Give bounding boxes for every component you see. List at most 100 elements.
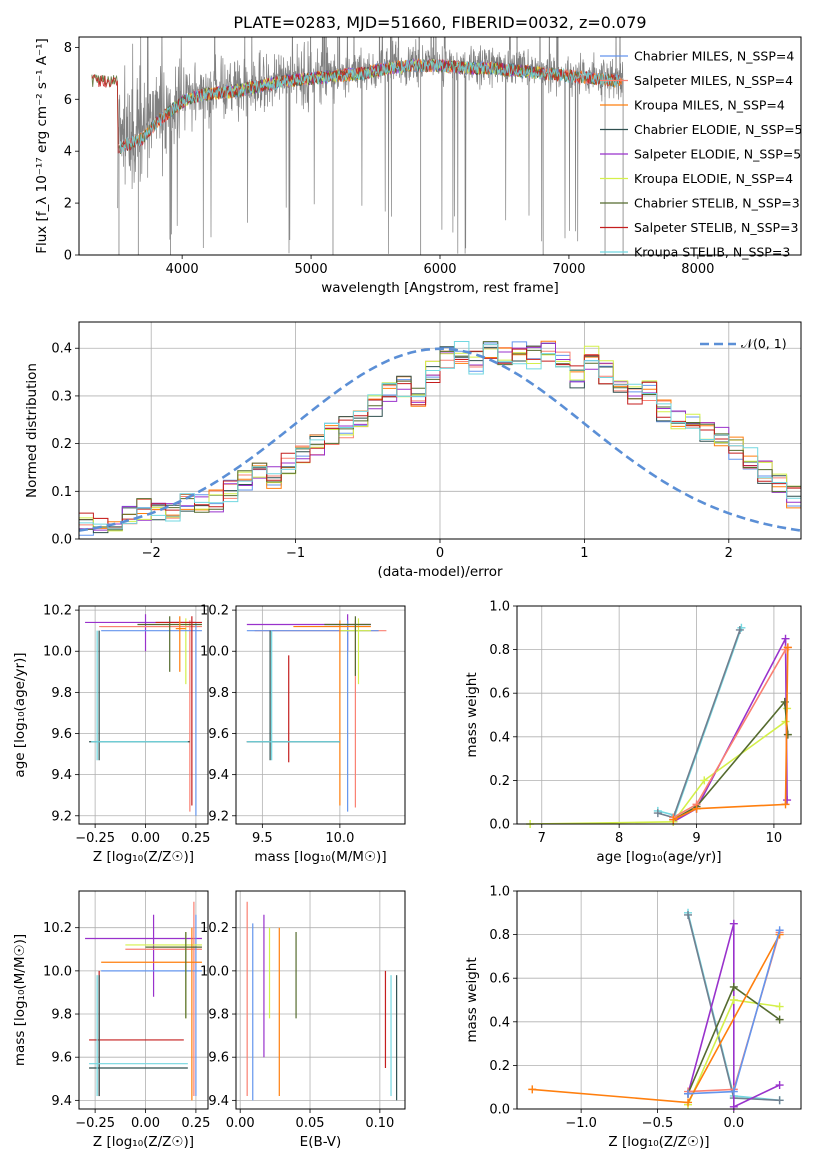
y-tick-label: 9.8: [51, 686, 72, 701]
mass-weight-line: [672, 638, 788, 823]
y-tick-label: 10.0: [200, 645, 229, 660]
observed-spectrum: [117, 37, 624, 254]
mass-weight-marker: [783, 730, 792, 739]
x-tick-label: 8000: [681, 262, 714, 277]
histogram-step: [79, 342, 801, 534]
axes-frame: [78, 605, 209, 825]
y-tick-label: 9.4: [208, 768, 229, 783]
spectrum-panel: 4000 5000 6000 7000 8000 0 2 4 6 8 wavelength [Ang…: [34, 36, 803, 296]
y-tick-label: 0.2: [489, 1059, 510, 1074]
legend-label: Chabrier STELIB, N_SSP=3: [634, 196, 800, 211]
y-tick-label: 6: [64, 93, 72, 108]
y-tick-label: 10.2: [200, 921, 229, 936]
y-tick-label: 2: [64, 197, 72, 212]
legend-label: Chabrier MILES, N_SSP=4: [634, 49, 794, 64]
mass-weight-marker: [781, 634, 790, 643]
x-tick-label: 1: [580, 546, 588, 561]
x-axis-label: age [log₁₀(age/yr)]: [596, 849, 721, 865]
x-tick-label: 10: [766, 831, 783, 846]
mass-weight-line: [672, 647, 789, 821]
x-tick-label: 4000: [166, 262, 199, 277]
y-tick-label: 9.6: [51, 727, 72, 742]
mass-weight-marker: [775, 1002, 784, 1011]
mass-weight-marker: [783, 796, 792, 805]
legend-label: Salpeter STELIB, N_SSP=3: [634, 220, 798, 235]
x-tick-label: 6000: [423, 262, 456, 277]
spectrum-legend: Chabrier MILES, N_SSP=4 Salpeter MILES, N…: [600, 49, 803, 260]
histogram-step: [79, 348, 801, 530]
y-tick-label: 1.0: [489, 600, 510, 615]
legend-label: Kroupa MILES, N_SSP=4: [634, 98, 785, 113]
mass-weight-marker: [775, 1081, 784, 1090]
y-tick-label: 0.2: [51, 437, 72, 452]
x-tick-label: 0.00: [226, 1116, 255, 1131]
massweight-vs-age-panel: 7 8 9 10 0.0 0.2 0.4 0.6 0.8 1.0 age [log₁₀(age/yr…: [464, 600, 802, 865]
x-tick-label: −0.25: [75, 1116, 115, 1131]
mass-vs-EBV-panel: 0.00 0.05 0.10 9.4 9.6 9.8 10.0 10.2 E(B-V): [200, 890, 406, 1150]
legend-label: 𝒩(0, 1): [741, 336, 787, 351]
x-tick-label: 0.00: [131, 1116, 160, 1131]
y-tick-label: 0.4: [51, 342, 72, 357]
mass-weight-marker: [775, 926, 784, 935]
y-axis-label: mass [log₁₀(M/M☉)]: [12, 934, 28, 1066]
x-axis-label: mass [log₁₀(M/M☉)]: [254, 849, 386, 865]
x-axis-label: Z [log₁₀(Z/Z☉)]: [93, 1134, 194, 1150]
y-tick-label: 9.4: [51, 1094, 72, 1109]
axes-frame: [235, 890, 406, 1110]
mass-weight-marker: [729, 1087, 738, 1096]
x-axis-label: (data-model)/error: [377, 564, 503, 580]
mass-weight-line: [532, 934, 781, 1104]
y-tick-label: 9.4: [208, 1094, 229, 1109]
legend-label: Chabrier ELODIE, N_SSP=5: [634, 122, 803, 137]
y-tick-label: 9.6: [208, 1051, 229, 1066]
y-tick-label: 0.0: [51, 533, 72, 548]
x-tick-label: −0.25: [75, 831, 115, 846]
x-tick-label: 7: [538, 831, 546, 846]
y-tick-label: 0.3: [51, 389, 72, 404]
y-tick-label: 10.2: [43, 604, 72, 619]
x-tick-label: 0.25: [181, 831, 210, 846]
mass-weight-line: [672, 646, 789, 819]
mass-weight-marker: [729, 996, 738, 1004]
y-tick-label: 0.6: [489, 687, 510, 702]
mass-weight-marker: [653, 809, 662, 818]
x-axis-label: E(B-V): [300, 1134, 342, 1150]
y-tick-label: 0.0: [489, 818, 510, 833]
legend-label: Kroupa STELIB, N_SSP=3: [634, 245, 790, 260]
y-axis-label: mass weight: [464, 672, 480, 757]
axes-frame: [516, 605, 802, 825]
y-tick-label: 9.4: [51, 768, 72, 783]
y-axis-label: Flux [f_λ 10⁻¹⁷ erg cm⁻² s⁻¹ A⁻¹]: [34, 38, 50, 254]
y-tick-label: 1.0: [489, 885, 510, 900]
x-tick-label: 2: [725, 546, 733, 561]
axes-frame: [516, 890, 802, 1110]
y-tick-label: 10.2: [200, 604, 229, 619]
histogram-step: [79, 344, 801, 528]
mass-weight-marker: [684, 910, 693, 919]
y-tick-label: 0: [64, 249, 72, 264]
y-axis-label: Normed distribution: [24, 363, 40, 498]
x-tick-label: −0.5: [642, 1116, 674, 1131]
mass-weight-marker: [775, 1096, 784, 1105]
y-tick-label: 9.2: [51, 809, 72, 824]
y-tick-label: 10.2: [43, 921, 72, 936]
y-tick-label: 0.1: [51, 485, 72, 500]
legend-label: Kroupa ELODIE, N_SSP=4: [634, 171, 793, 186]
gaussian-curve: [78, 347, 802, 532]
mass-weight-line: [687, 923, 780, 1109]
massweight-vs-Z-panel: −1.0 −0.5 0.0 0.0 0.2 0.4 0.6 0.8 1.0 Z [log₁₀(Z/…: [464, 885, 802, 1150]
y-tick-label: 9.2: [208, 809, 229, 824]
axes-frame: [235, 605, 406, 825]
y-tick-label: 9.8: [208, 686, 229, 701]
x-tick-label: 0.05: [296, 1116, 325, 1131]
histogram-step: [79, 341, 801, 530]
axes-frame: [78, 321, 802, 540]
x-axis-label: Z [log₁₀(Z/Z☉)]: [608, 1134, 709, 1150]
x-axis-label: Z [log₁₀(Z/Z☉)]: [93, 849, 194, 865]
x-tick-label: −2: [142, 546, 161, 561]
x-tick-label: 10.0: [325, 831, 354, 846]
y-tick-label: 0.8: [489, 928, 510, 943]
mass-weight-line: [657, 629, 741, 819]
legend-label: Salpeter ELODIE, N_SSP=5: [634, 147, 801, 162]
